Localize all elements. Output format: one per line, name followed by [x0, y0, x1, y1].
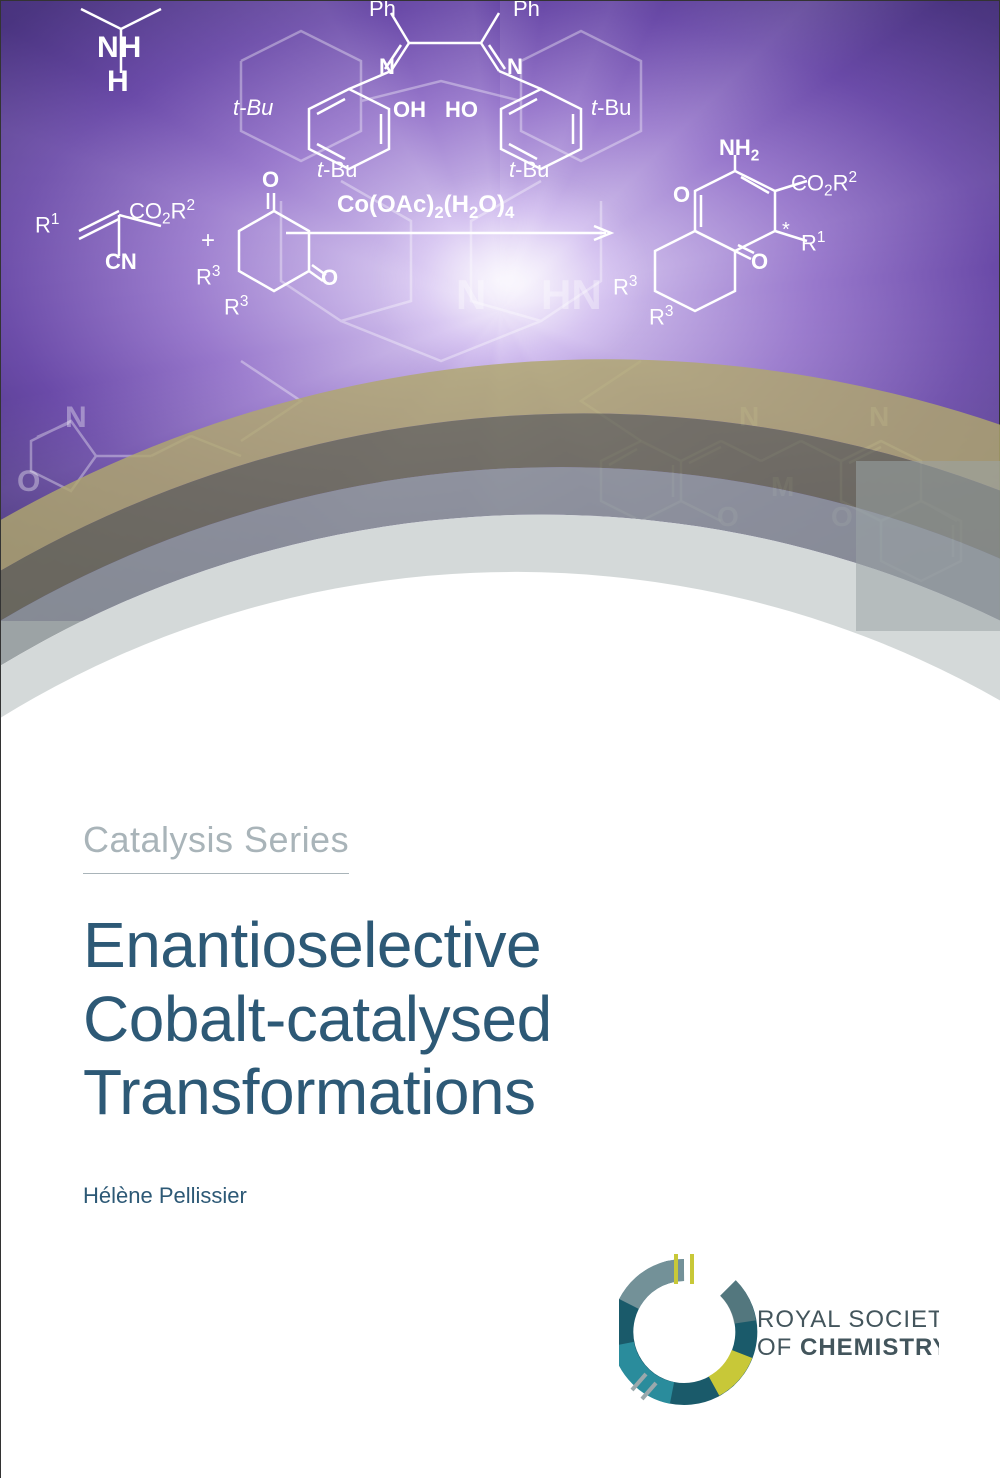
cover-art-background: N HN Ph Ph N N t-Bu t-Bu OH HO t-Bu t-Bu… — [1, 1, 999, 621]
reaction-arrow — [286, 223, 621, 243]
faint-label-o: O — [17, 465, 40, 499]
faint-label-m: M — [771, 471, 794, 503]
label-r3c: R3 — [613, 273, 637, 300]
series-label: Catalysis Series — [83, 819, 349, 874]
label-plus: + — [201, 227, 215, 255]
ligand-structure — [241, 1, 661, 181]
label-co2r2-a: CO2R2 — [129, 197, 195, 229]
label-ph2: Ph — [513, 1, 540, 22]
label-nh2: NH2 — [719, 135, 759, 165]
label-tbu2: t-Bu — [317, 157, 357, 183]
faint-label-hn: HN — [541, 271, 602, 319]
label-nh: NH — [97, 31, 142, 65]
label-oh2: HO — [445, 97, 478, 123]
faint-label-n: N — [456, 271, 486, 319]
title-line-3: Transformations — [83, 1056, 536, 1128]
reactant-2 — [219, 181, 329, 311]
label-h: H — [107, 65, 129, 99]
label-r1: R1 — [35, 211, 59, 238]
label-star: * — [782, 219, 790, 242]
label-r3d: R3 — [649, 303, 673, 330]
label-tbu4: t-Bu — [591, 95, 631, 121]
label-tbu1: t-Bu — [233, 95, 273, 121]
faint-label-n3: N — [739, 401, 759, 433]
label-r3a: R3 — [196, 263, 220, 290]
label-n1: N — [379, 54, 395, 80]
author-name: Hélène Pellissier — [83, 1183, 247, 1209]
faint-oxazoline — [1, 381, 261, 541]
label-tbu3: t-Bu — [509, 157, 549, 183]
faint-label-n2: N — [65, 401, 87, 435]
svg-text:ROYAL SOCIETY: ROYAL SOCIETY — [757, 1306, 939, 1333]
faint-label-o2: O — [717, 501, 739, 533]
label-o-prod2: O — [751, 249, 768, 275]
title-line-1: Enantioselective — [83, 909, 541, 981]
faint-label-o3: O — [831, 501, 853, 533]
label-o-k1: O — [262, 167, 279, 193]
label-o-k2: O — [321, 265, 338, 291]
label-r3b: R3 — [224, 293, 248, 320]
label-catalyst: Co(OAc)2(H2O)4 — [337, 191, 514, 223]
publisher-logo: ROYAL SOCIETY OF CHEMISTRY — [619, 1247, 939, 1417]
label-o-prod: O — [673, 182, 690, 208]
label-ph1: Ph — [369, 1, 396, 22]
faint-label-n4: N — [869, 401, 889, 433]
label-r1b: R1 — [801, 229, 825, 256]
label-n2: N — [507, 54, 523, 80]
title-line-2: Cobalt-catalysed — [83, 983, 552, 1055]
label-cn: CN — [105, 249, 137, 275]
publisher-line-1: ROYAL SOCIETY — [757, 1306, 939, 1333]
label-co2r2-b: CO2R2 — [791, 169, 857, 201]
book-title: Enantioselective Cobalt-catalysed Transf… — [83, 909, 552, 1130]
svg-text:OF CHEMISTRY: OF CHEMISTRY — [757, 1334, 939, 1361]
label-oh1: OH — [393, 97, 426, 123]
